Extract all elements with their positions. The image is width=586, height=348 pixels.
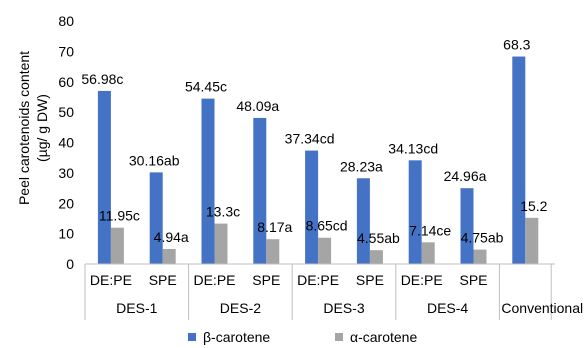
legend-alpha-carotene-label: α-carotene	[350, 329, 417, 345]
alpha-carotene-data-label: 4.75ab	[461, 230, 504, 246]
alpha-carotene-data-label: 13.3c	[206, 204, 240, 220]
alpha-carotene-bar	[525, 217, 539, 264]
alpha-carotene-bar	[421, 242, 435, 264]
alpha-carotene-data-label: 11.95c	[99, 208, 140, 224]
beta-carotene-data-label: 68.3	[503, 37, 530, 53]
alpha-carotene-data-label: 8.65cd	[306, 218, 348, 234]
beta-carotene-bar	[460, 188, 474, 264]
alpha-carotene-data-label: 8.17a	[257, 219, 292, 235]
alpha-carotene-bar	[318, 237, 332, 264]
y-tick-label: 60	[58, 74, 74, 90]
x-group-label: DES-3	[323, 300, 364, 316]
x-category-label: SPE	[459, 272, 487, 288]
y-tick-label: 80	[58, 13, 74, 29]
legend-alpha-carotene-swatch	[335, 333, 343, 341]
beta-carotene-data-label: 48.09a	[236, 98, 279, 114]
alpha-carotene-bar	[110, 227, 124, 264]
beta-carotene-data-label: 56.98c	[81, 71, 123, 87]
alpha-carotene-data-label: 15.2	[520, 198, 547, 214]
x-group-label: Conventional	[501, 300, 583, 316]
alpha-carotene-bar	[266, 239, 280, 264]
beta-carotene-data-label: 30.16ab	[129, 152, 180, 168]
y-tick-label: 10	[58, 226, 74, 242]
alpha-carotene-bar	[473, 249, 487, 264]
y-tick-label: 50	[58, 104, 74, 120]
beta-carotene-data-label: 37.34cd	[285, 131, 335, 147]
beta-carotene-bar	[97, 90, 111, 264]
alpha-carotene-bar	[369, 250, 383, 264]
legend-beta-carotene-swatch	[188, 333, 196, 341]
beta-carotene-bar	[149, 172, 163, 264]
alpha-carotene-data-label: 4.94a	[154, 229, 189, 245]
y-tick-label: 20	[58, 195, 74, 211]
x-group-label: DES-2	[220, 300, 261, 316]
beta-carotene-data-label: 24.96a	[444, 168, 487, 184]
x-group-label: DES-4	[427, 300, 468, 316]
y-tick-label: 70	[58, 43, 74, 59]
beta-carotene-bar	[305, 150, 319, 264]
alpha-carotene-bar	[162, 248, 176, 264]
beta-carotene-bar	[253, 117, 267, 264]
beta-carotene-bar	[201, 98, 215, 264]
beta-carotene-bar	[408, 160, 422, 264]
beta-carotene-data-label: 34.13cd	[388, 140, 438, 156]
x-category-label: DE:PE	[297, 272, 339, 288]
x-category-label: DE:PE	[90, 272, 132, 288]
alpha-carotene-data-label: 4.55ab	[357, 230, 400, 246]
y-tick-label: 30	[58, 165, 74, 181]
beta-carotene-bar	[512, 56, 526, 264]
x-category-label: SPE	[356, 272, 384, 288]
x-category-label: SPE	[149, 272, 177, 288]
x-category-label: SPE	[252, 272, 280, 288]
y-axis-label-line-2: (µg/ g DW)	[34, 94, 50, 162]
beta-carotene-data-label: 28.23a	[340, 158, 383, 174]
x-category-label: DE:PE	[193, 272, 235, 288]
y-tick-label: 0	[66, 256, 74, 272]
x-category-label: DE:PE	[401, 272, 443, 288]
y-axis-label-line-1: Peel carotenoids content	[16, 51, 32, 205]
legend-beta-carotene-label: β-carotene	[203, 329, 270, 345]
alpha-carotene-bar	[214, 223, 228, 264]
beta-carotene-bar	[356, 178, 370, 264]
y-tick-label: 40	[58, 135, 74, 151]
alpha-carotene-data-label: 7.14ce	[409, 222, 451, 238]
x-group-label: DES-1	[116, 300, 157, 316]
beta-carotene-data-label: 54.45c	[185, 79, 227, 95]
